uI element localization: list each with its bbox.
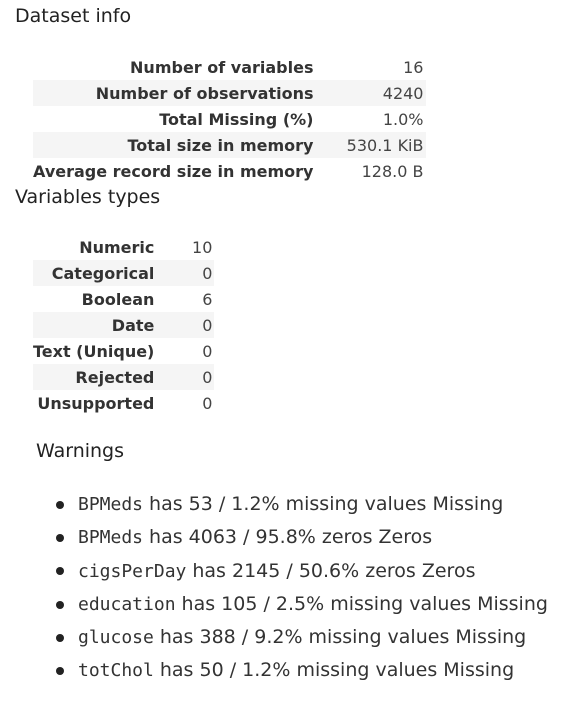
warning-item: glucose has 388 / 9.2% missing values Mi… <box>56 621 548 654</box>
warning-text: has 2145 / 50.6% zeros Zeros <box>192 559 476 582</box>
row-value: 10 <box>192 237 213 257</box>
row-label: Numeric <box>79 237 155 257</box>
bullet-icon <box>56 633 64 642</box>
bullet-icon <box>56 500 64 509</box>
row-value: 16 <box>403 57 424 77</box>
row-value: 4240 <box>313 80 427 106</box>
warning-variable: BPMeds <box>78 494 144 515</box>
warning-variable: totChol <box>78 660 154 682</box>
bullet-icon <box>56 567 64 576</box>
table-row: Numeric 10 <box>33 234 214 260</box>
row-label: Text (Unique) <box>33 341 155 361</box>
warnings-title: Warnings <box>36 440 125 462</box>
warning-text: has 53 / 1.2% missing values Missing <box>149 493 504 515</box>
warning-text: has 50 / 1.2% missing values Missing <box>159 659 515 682</box>
warning-variable: BPMeds <box>78 527 144 549</box>
row-label: Total size in memory <box>33 132 314 158</box>
table-row: Average record size in memory 128.0 B <box>33 158 426 184</box>
table-row: Total size in memory 530.1 KiB <box>33 132 427 158</box>
table-row: Date 0 <box>33 312 215 338</box>
row-label: Rejected <box>33 364 155 390</box>
row-label: Number of observations <box>33 80 314 106</box>
warning-variable: education <box>78 593 176 615</box>
variables-types-title: Variables types <box>15 186 161 208</box>
warning-item: BPMeds has 4063 / 95.8% zeros Zeros <box>56 521 548 554</box>
row-value: 0 <box>202 341 213 361</box>
table-row: Categorical 0 <box>33 260 215 286</box>
warnings-list: BPMeds has 53 / 1.2% missing values Miss… <box>56 488 548 688</box>
row-value: 6 <box>202 289 213 309</box>
warning-item: BPMeds has 53 / 1.2% missing values Miss… <box>56 488 548 521</box>
warning-text: has 105 / 2.5% missing values Missing <box>181 592 548 615</box>
row-value: 0 <box>202 393 213 413</box>
variables-types-table: Numeric 10 Categorical 0 Boolean 6 Date … <box>33 234 215 416</box>
dataset-info-table: Number of variables 16 Number of observa… <box>33 54 427 184</box>
warning-variable: glucose <box>78 627 154 649</box>
warning-text: has 4063 / 95.8% zeros Zeros <box>149 526 433 549</box>
warning-item: education has 105 / 2.5% missing values … <box>56 588 548 621</box>
dataset-info-title: Dataset info <box>15 5 132 27</box>
row-value: 530.1 KiB <box>313 132 427 158</box>
warning-item: cigsPerDay has 2145 / 50.6% zeros Zeros <box>56 555 548 588</box>
row-label: Average record size in memory <box>33 161 314 181</box>
row-label: Unsupported <box>37 393 155 413</box>
table-row: Boolean 6 <box>33 286 214 312</box>
row-label: Number of variables <box>130 57 314 77</box>
warning-text: has 388 / 9.2% missing values Missing <box>159 626 527 649</box>
row-value: 0 <box>154 260 215 286</box>
row-label: Categorical <box>33 260 155 286</box>
row-value: 1.0% <box>382 109 424 129</box>
row-label: Boolean <box>81 289 155 309</box>
table-row: Number of observations 4240 <box>33 80 427 106</box>
table-row: Text (Unique) 0 <box>33 338 214 364</box>
table-row: Unsupported 0 <box>33 390 214 416</box>
row-label: Date <box>33 312 155 338</box>
table-row: Rejected 0 <box>33 364 215 390</box>
bullet-icon <box>56 600 64 609</box>
bullet-icon <box>56 667 64 676</box>
warning-item: totChol has 50 / 1.2% missing values Mis… <box>56 654 548 687</box>
row-value: 0 <box>154 364 215 390</box>
warning-variable: cigsPerDay <box>78 560 187 582</box>
table-row: Number of variables 16 <box>33 54 426 80</box>
row-value: 128.0 B <box>361 161 424 181</box>
table-row: Total Missing (%) 1.0% <box>33 106 426 132</box>
bullet-icon <box>56 533 64 542</box>
row-label: Total Missing (%) <box>159 109 314 129</box>
row-value: 0 <box>154 312 215 338</box>
